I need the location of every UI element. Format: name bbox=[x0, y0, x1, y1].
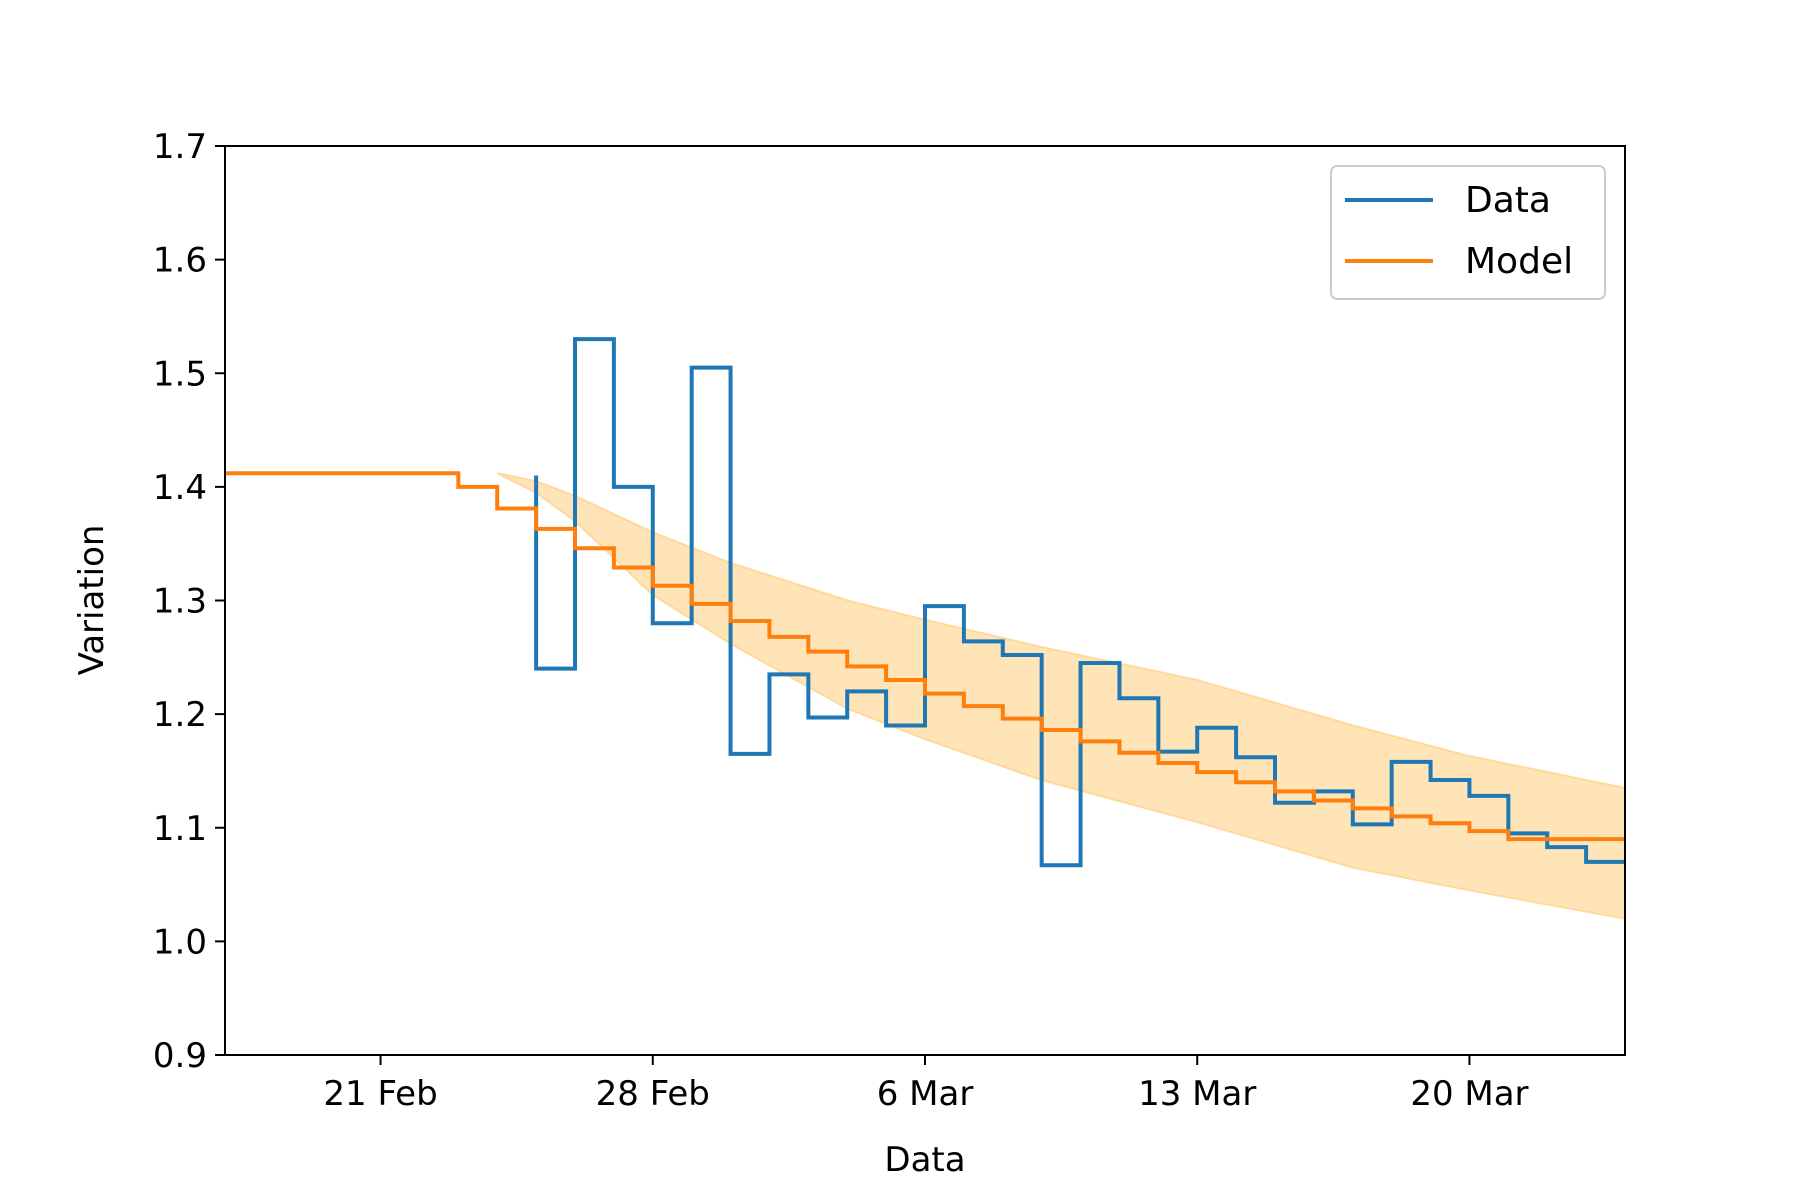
x-axis: 21 Feb 28 Feb 6 Mar 13 Mar 20 Mar bbox=[323, 1055, 1529, 1114]
series-layer bbox=[225, 337, 1625, 868]
x-tick-label: 6 Mar bbox=[877, 1074, 974, 1114]
y-tick-label: 1.7 bbox=[153, 127, 207, 167]
model-confidence-band bbox=[496, 472, 1625, 920]
series-line-data bbox=[534, 337, 1625, 868]
series-line-model bbox=[225, 471, 1625, 842]
x-tick-label: 28 Feb bbox=[596, 1074, 710, 1114]
y-tick-label: 1.2 bbox=[153, 695, 207, 735]
y-tick-label: 0.9 bbox=[153, 1036, 207, 1076]
y-tick-label: 1.3 bbox=[153, 582, 207, 622]
y-axis-title: Variation bbox=[72, 525, 112, 676]
y-tick-label: 1.4 bbox=[153, 468, 207, 508]
x-tick-label: 13 Mar bbox=[1138, 1074, 1256, 1114]
plot-area bbox=[224, 145, 1626, 1056]
x-tick-label: 21 Feb bbox=[323, 1074, 437, 1114]
y-tick-label: 1.6 bbox=[153, 241, 207, 281]
legend-label-data: Data bbox=[1465, 180, 1551, 221]
legend: Data Model bbox=[1330, 165, 1606, 300]
y-tick-label: 1.5 bbox=[153, 354, 207, 394]
x-tick-label: 20 Mar bbox=[1410, 1074, 1528, 1114]
legend-label-model: Model bbox=[1465, 241, 1573, 282]
y-tick-label: 1.1 bbox=[153, 809, 207, 849]
y-tick-label: 1.0 bbox=[153, 922, 207, 962]
model-confidence-band-layer bbox=[496, 472, 1625, 920]
x-axis-title: Data bbox=[884, 1140, 965, 1180]
y-axis: 0.9 1.0 1.1 1.2 1.3 1.4 1.5 1.6 1.7 bbox=[153, 127, 225, 1076]
